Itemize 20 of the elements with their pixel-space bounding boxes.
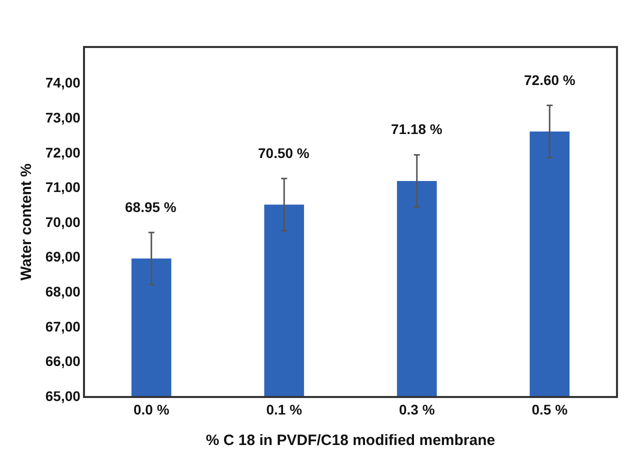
y-tick-label: 66,00 <box>45 353 81 370</box>
y-tick-label: 70,00 <box>45 214 81 230</box>
y-tick-label: 72,00 <box>45 144 81 160</box>
y-tick-label: 71,00 <box>45 179 81 196</box>
y-tick-label: 74,00 <box>45 74 81 91</box>
y-tick-label: 65,00 <box>45 388 81 404</box>
y-tick-label: 68,00 <box>45 284 81 300</box>
x-tick-label: 0.3 % <box>398 402 436 418</box>
y-tick-label: 67,00 <box>45 318 81 334</box>
x-tick-label: 0.0 % <box>133 402 170 418</box>
x-axis-title: % C 18 in PVDF/C18 modified membrane <box>206 432 496 450</box>
x-tick-label: 0.5 % <box>532 402 568 418</box>
data-label: 70.50 % <box>258 145 310 161</box>
y-tick-label: 73,00 <box>45 110 81 126</box>
y-axis-title: Water content % <box>18 164 36 280</box>
x-tick-label: 0.1 % <box>266 402 303 418</box>
data-label: 72.60 % <box>524 72 576 88</box>
data-label: 68.95 % <box>125 199 177 215</box>
y-tick-label: 69,00 <box>45 248 81 265</box>
data-label: 71.18 % <box>391 121 443 137</box>
